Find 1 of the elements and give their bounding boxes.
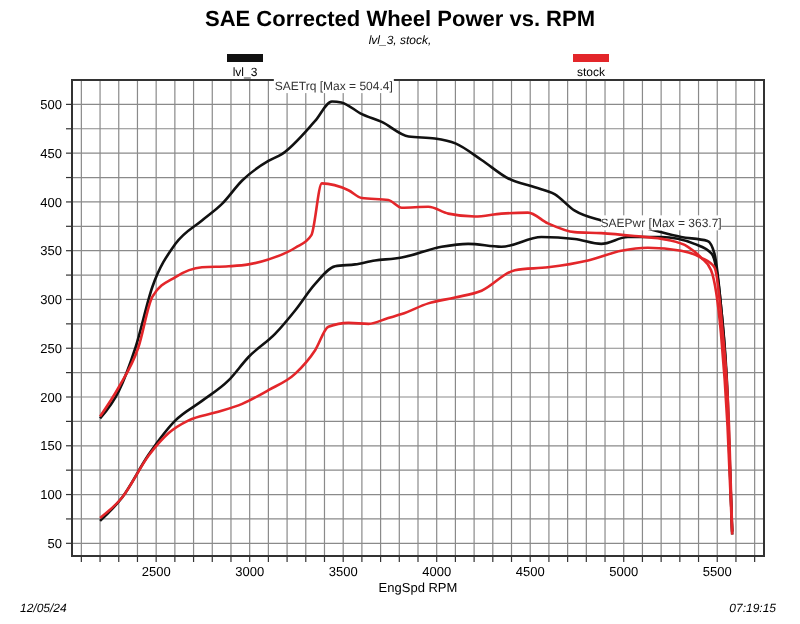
chart-title: SAE Corrected Wheel Power vs. RPM bbox=[205, 8, 595, 32]
